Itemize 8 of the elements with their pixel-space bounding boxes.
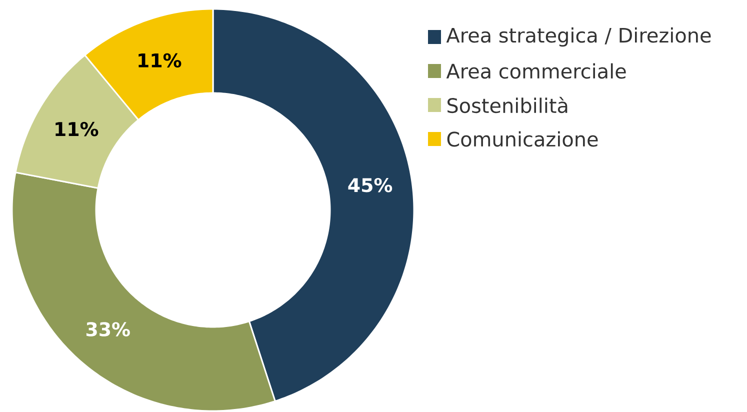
data-label: 45% <box>348 178 392 192</box>
data-label: 11% <box>56 122 98 136</box>
legend-label: Area commerciale <box>446 63 626 79</box>
legend-label: Comunicazione <box>447 131 598 147</box>
data-label: 11% <box>138 53 182 68</box>
legend-label: Sostenibilità <box>448 97 568 114</box>
data-label: 33% <box>86 322 130 337</box>
legend-label: Area strategica / Direzione <box>446 27 711 47</box>
